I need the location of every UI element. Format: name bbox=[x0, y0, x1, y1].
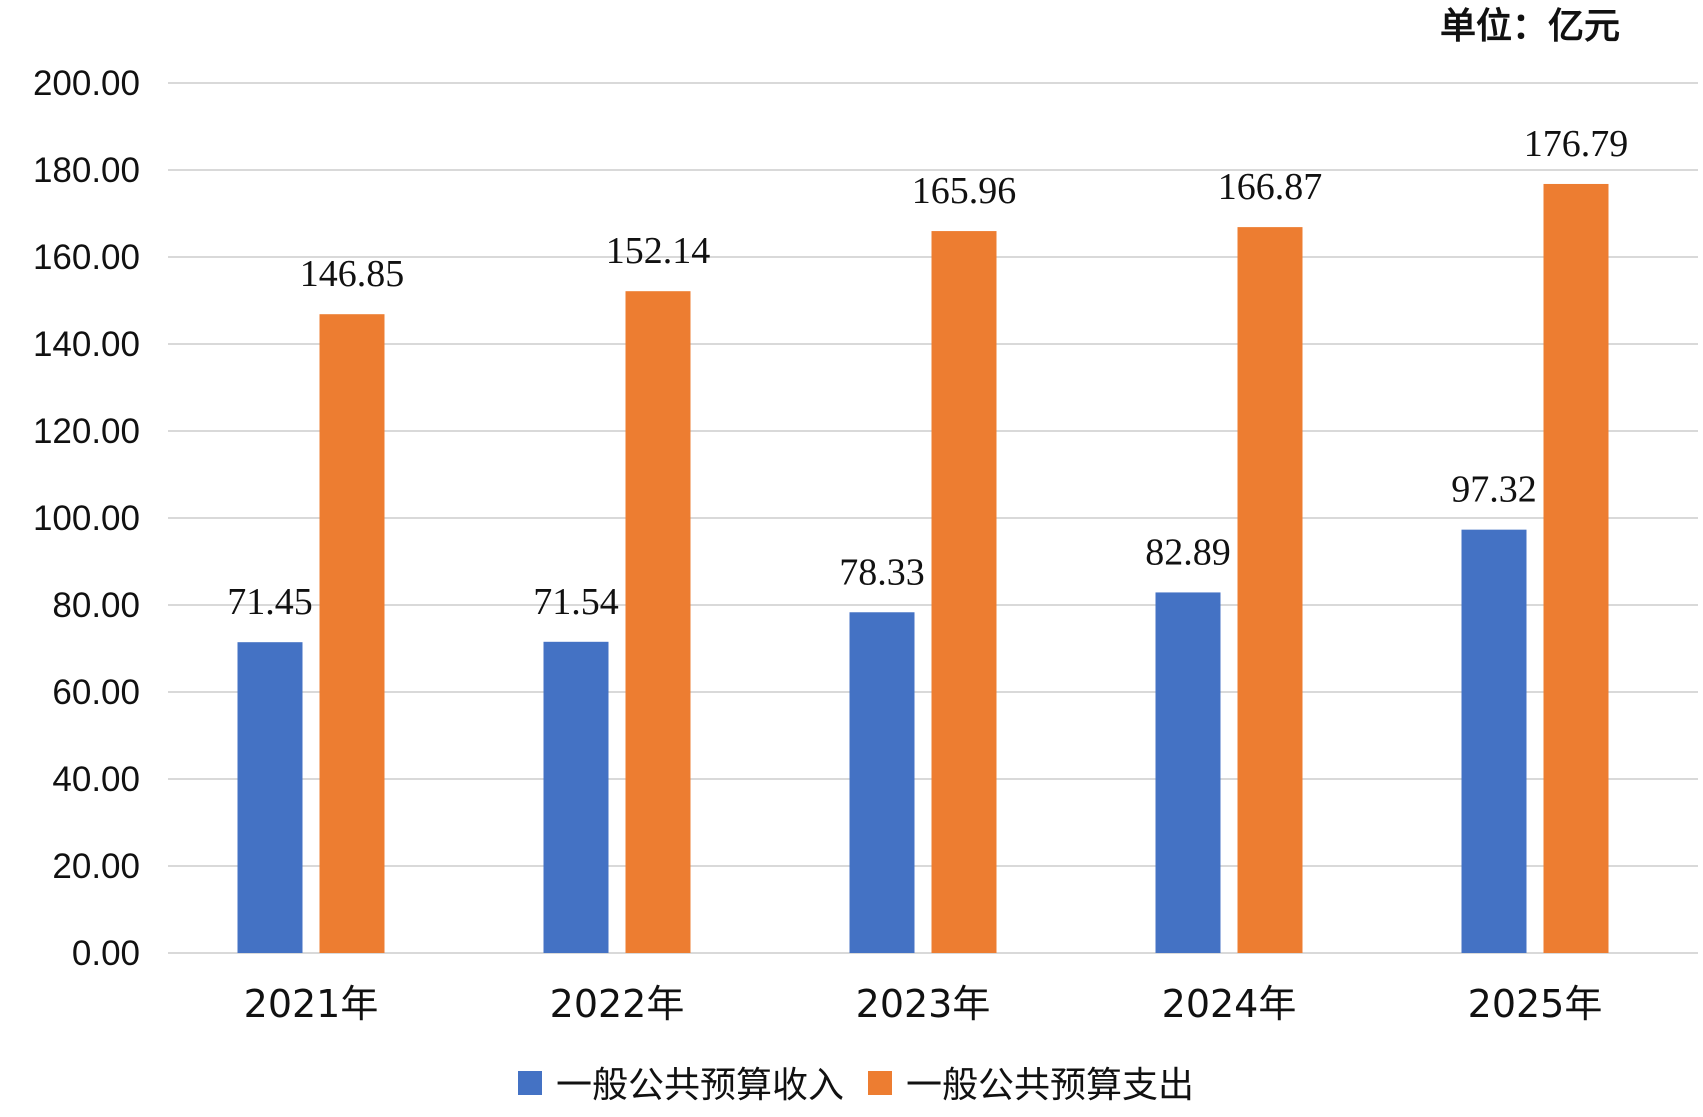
y-tick-label: 100.00 bbox=[33, 499, 140, 538]
y-tick-label: 60.00 bbox=[52, 673, 140, 712]
legend: 一般公共预算收入 一般公共预算支出 bbox=[518, 1065, 1194, 1106]
legend-swatch bbox=[868, 1071, 892, 1095]
bar-revenue bbox=[1155, 592, 1221, 953]
y-axis: 0.00 20.00 40.00 60.00 80.00 100.00 120.00 140.… bbox=[33, 64, 140, 973]
x-tick-label: 2023年 bbox=[856, 982, 991, 1026]
y-tick-label: 0.00 bbox=[72, 934, 140, 973]
y-tick-label: 200.00 bbox=[33, 64, 140, 103]
data-label: 166.87 bbox=[1218, 166, 1323, 208]
data-labels: 71.45 146.85 71.54 152.14 78.33 165.96 82.89 16… bbox=[227, 123, 1628, 623]
bar-expenditure bbox=[1237, 227, 1303, 954]
x-tick-label: 2022年 bbox=[550, 982, 685, 1026]
data-label: 71.54 bbox=[533, 581, 619, 623]
y-tick-label: 180.00 bbox=[33, 151, 140, 190]
data-label: 97.32 bbox=[1451, 469, 1537, 511]
data-label: 165.96 bbox=[912, 170, 1017, 212]
y-tick-label: 160.00 bbox=[33, 238, 140, 277]
y-tick-label: 20.00 bbox=[52, 847, 140, 886]
legend-label: 一般公共预算收入 bbox=[556, 1065, 844, 1106]
data-label: 176.79 bbox=[1524, 123, 1629, 165]
x-tick-label: 2025年 bbox=[1468, 982, 1603, 1026]
bar-expenditure bbox=[319, 314, 385, 953]
data-label: 78.33 bbox=[839, 551, 925, 593]
bar-expenditure bbox=[625, 291, 691, 953]
data-label: 82.89 bbox=[1145, 531, 1231, 573]
y-tick-label: 140.00 bbox=[33, 325, 140, 364]
bars bbox=[237, 183, 1609, 954]
bar-revenue bbox=[543, 641, 609, 953]
y-tick-label: 120.00 bbox=[33, 412, 140, 451]
x-tick-label: 2024年 bbox=[1162, 982, 1297, 1026]
data-label: 146.85 bbox=[300, 253, 405, 295]
data-label: 152.14 bbox=[606, 230, 711, 272]
legend-label: 一般公共预算支出 bbox=[906, 1065, 1194, 1106]
y-tick-label: 40.00 bbox=[52, 760, 140, 799]
bar-expenditure bbox=[1543, 183, 1609, 953]
x-axis: 2021年 2022年 2023年 2024年 2025年 bbox=[244, 982, 1603, 1026]
bar-expenditure bbox=[931, 231, 997, 954]
bar-revenue bbox=[1461, 529, 1527, 953]
bar-revenue bbox=[849, 612, 915, 953]
data-label: 71.45 bbox=[227, 581, 313, 623]
x-tick-label: 2021年 bbox=[244, 982, 379, 1026]
bar-revenue bbox=[237, 642, 303, 953]
unit-label: 单位：亿元 bbox=[1440, 6, 1620, 47]
legend-swatch bbox=[518, 1071, 542, 1095]
y-tick-label: 80.00 bbox=[52, 586, 140, 625]
